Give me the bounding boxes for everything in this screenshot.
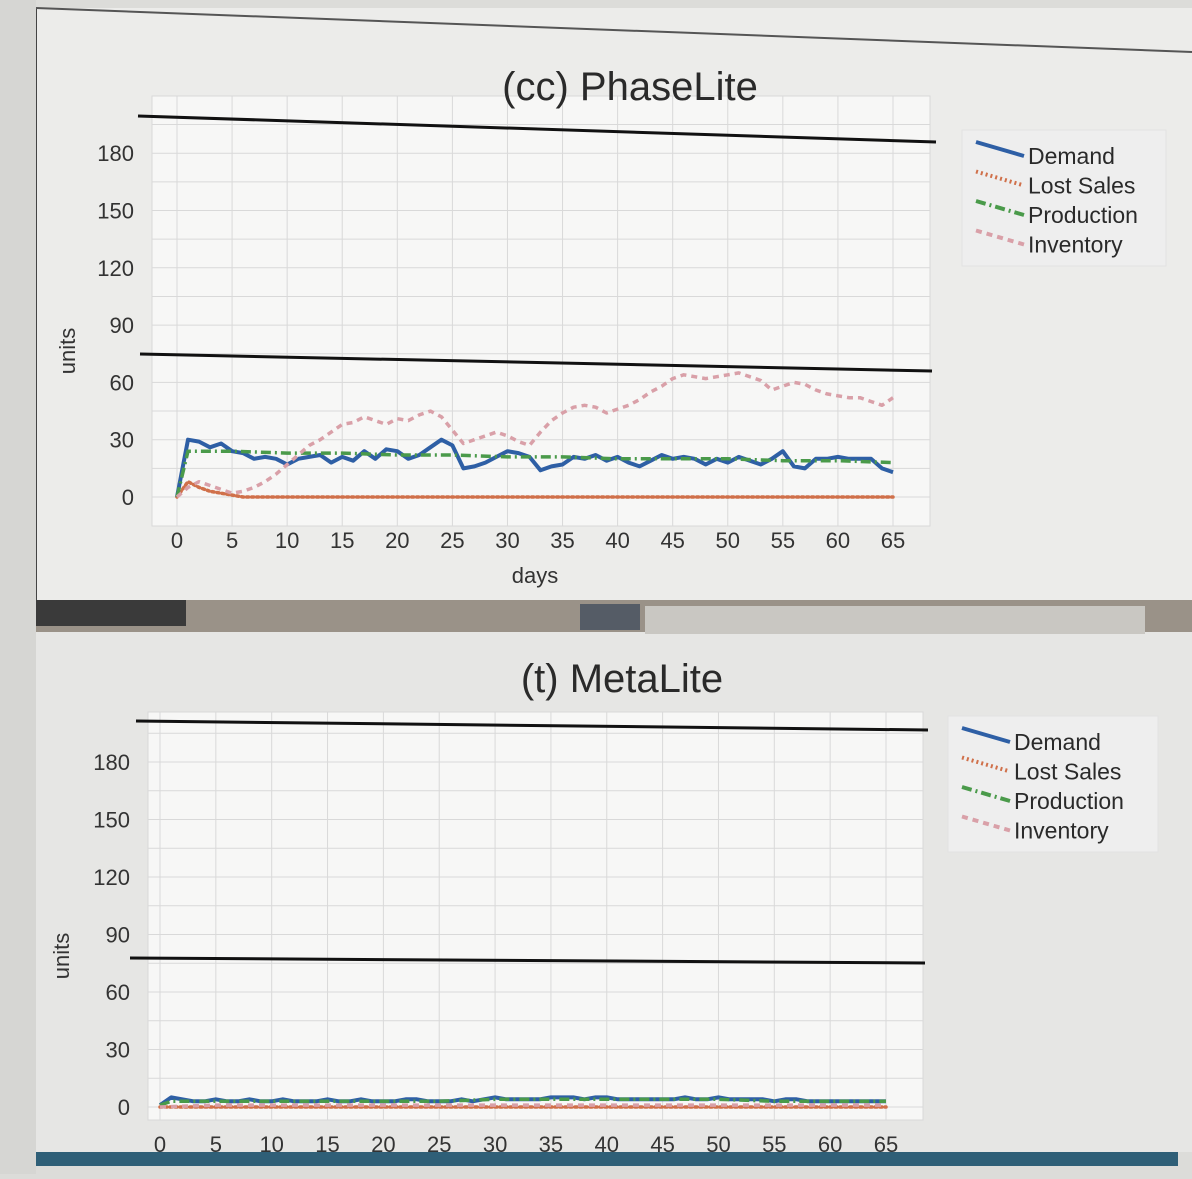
legend-swatch [975, 228, 1025, 247]
legend-label: Production [1028, 202, 1138, 228]
x-tick-label: 40 [595, 1132, 619, 1157]
y-axis-label: units [49, 933, 74, 979]
series-line-inventory [159, 1103, 886, 1109]
x-tick-label: 20 [371, 1132, 395, 1157]
y-tick-label: 150 [93, 808, 130, 833]
x-tick-label: 15 [315, 1132, 339, 1157]
x-tick-label: 35 [550, 528, 574, 553]
y-tick-label: 180 [93, 750, 130, 775]
y-tick-label: 0 [118, 1095, 130, 1120]
x-tick-label: 60 [826, 528, 850, 553]
plot-area [147, 711, 924, 1121]
series-line-demand [175, 437, 894, 498]
legend-label: Inventory [1028, 232, 1123, 258]
x-tick-label: 35 [539, 1132, 563, 1157]
y-tick-label: 120 [93, 865, 130, 890]
chart-title: (cc) PhaseLite [502, 65, 758, 109]
overlay-line-4 [129, 956, 926, 965]
legend-label: Lost Sales [1014, 759, 1121, 785]
legend-box [961, 129, 1167, 267]
legend-swatch [961, 814, 1011, 833]
x-tick-label: 5 [210, 1132, 222, 1157]
legend-label: Inventory [1014, 818, 1109, 844]
left-margin [0, 0, 36, 1174]
overlay-line-3 [135, 719, 929, 732]
y-tick-label: 30 [110, 428, 134, 453]
legend-swatch [975, 140, 1025, 158]
x-tick-label: 30 [483, 1132, 507, 1157]
legend-box [947, 715, 1159, 853]
y-tick-label: 90 [106, 923, 130, 948]
chart-title: (t) MetaLite [521, 657, 723, 701]
legend-swatch [975, 199, 1025, 217]
x-tick-label: 25 [427, 1132, 451, 1157]
x-tick-label: 65 [881, 528, 905, 553]
x-tick-label: 55 [771, 528, 795, 553]
x-tick-label: 10 [259, 1132, 283, 1157]
series-line-inventory [175, 371, 894, 499]
y-tick-label: 150 [97, 199, 134, 224]
y-tick-label: 30 [106, 1038, 130, 1063]
chart-phaselite: 0 30 60 90 120 150 180 0 5 10 15 20 25 30 35 40 45 50 55 60… [55, 65, 1167, 588]
separator-light [645, 606, 1145, 634]
x-tick-label: 20 [385, 528, 409, 553]
legend-label: Production [1014, 788, 1124, 814]
legend-label: Lost Sales [1028, 173, 1135, 199]
x-tick-label: 5 [226, 528, 238, 553]
x-tick-label: 50 [716, 528, 740, 553]
x-tick-label: 45 [660, 528, 684, 553]
legend-label: Demand [1028, 143, 1115, 169]
x-tick-label: 0 [154, 1132, 166, 1157]
legend-swatch [961, 755, 1011, 774]
legend-swatch [975, 169, 1025, 188]
series-line-production [175, 449, 894, 498]
x-tick-label: 15 [330, 528, 354, 553]
chart-metalite: 0 30 60 90 120 150 180 0 5 10 15 20 25 30 35 40 45 50 55 60… [49, 657, 1159, 1157]
y-tick-label: 180 [97, 141, 134, 166]
x-tick-label: 0 [171, 528, 183, 553]
y-tick-label: 60 [106, 980, 130, 1005]
y-tick-label: 60 [110, 370, 134, 395]
page-top-edge [35, 7, 1192, 53]
x-tick-label: 25 [440, 528, 464, 553]
y-tick-label: 90 [110, 313, 134, 338]
x-axis-label: days [512, 563, 558, 588]
bottom-band [18, 1152, 1178, 1166]
legend-swatch [961, 785, 1011, 803]
separator-dark-mid [580, 604, 640, 630]
series-line-production [159, 1097, 886, 1107]
legend-label: Demand [1014, 729, 1101, 755]
x-tick-label: 40 [605, 528, 629, 553]
x-tick-label: 45 [650, 1132, 674, 1157]
x-tick-label: 65 [874, 1132, 898, 1157]
legend-swatch [961, 726, 1011, 744]
x-tick-label: 50 [706, 1132, 730, 1157]
x-tick-label: 55 [762, 1132, 786, 1157]
y-tick-label: 0 [122, 485, 134, 510]
series-line-lost-sales [175, 479, 895, 499]
y-axis-label: units [55, 328, 80, 374]
x-tick-label: 10 [275, 528, 299, 553]
x-tick-label: 30 [495, 528, 519, 553]
separator-dark-left [36, 600, 186, 626]
overlay-line-1 [137, 114, 937, 144]
x-tick-label: 60 [818, 1132, 842, 1157]
overlay-line-2 [139, 352, 933, 373]
y-tick-label: 120 [97, 256, 134, 281]
